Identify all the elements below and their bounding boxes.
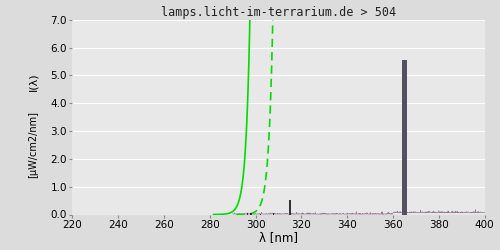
Title: lamps.licht-im-terrarium.de > 504: lamps.licht-im-terrarium.de > 504 xyxy=(161,6,396,18)
Text: [μW/cm2/nm]: [μW/cm2/nm] xyxy=(28,111,38,178)
Text: I(λ): I(λ) xyxy=(28,73,38,91)
Bar xyxy=(247,213,248,214)
Bar xyxy=(402,60,406,214)
X-axis label: λ [nm]: λ [nm] xyxy=(259,232,298,244)
Bar xyxy=(289,200,291,214)
